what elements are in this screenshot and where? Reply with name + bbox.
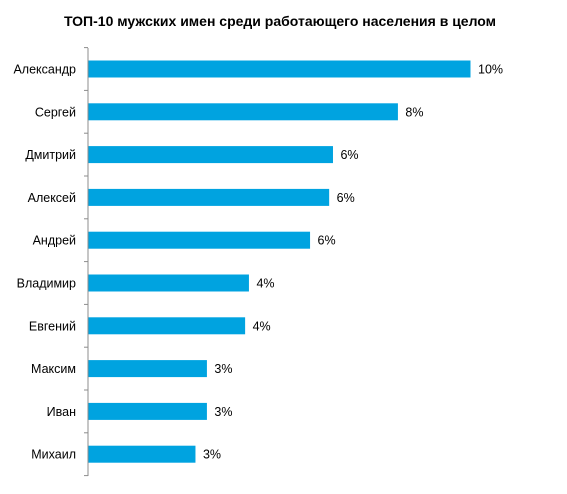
category-label: Максим	[31, 362, 76, 376]
value-label: 6%	[340, 148, 358, 162]
bar	[88, 402, 207, 420]
category-label: Александр	[13, 63, 76, 77]
bar	[88, 360, 207, 378]
value-label: 4%	[256, 277, 274, 291]
chart-title: ТОП-10 мужских имен среди работающего на…	[64, 13, 496, 29]
bar	[88, 60, 471, 78]
bars-group: Александр 10% Сергей 8% Дмитрий 6% Алексей 6% Ан…	[13, 47, 503, 477]
bar	[88, 146, 333, 164]
category-label: Владимир	[17, 277, 76, 291]
value-label: 3%	[203, 448, 221, 462]
value-label: 10%	[478, 63, 503, 77]
value-label: 6%	[318, 234, 336, 248]
bar	[88, 188, 330, 206]
category-label: Алексей	[28, 191, 76, 205]
value-label: 3%	[214, 405, 232, 419]
category-label: Михаил	[31, 448, 76, 462]
category-label: Сергей	[35, 105, 76, 119]
bar	[88, 317, 246, 335]
bar	[88, 274, 249, 292]
bar	[88, 445, 196, 463]
value-label: 4%	[253, 319, 271, 333]
value-label: 8%	[405, 105, 423, 119]
bar	[88, 231, 311, 249]
category-label: Андрей	[33, 234, 76, 248]
bar	[88, 103, 398, 121]
value-label: 6%	[337, 191, 355, 205]
category-label: Иван	[47, 405, 76, 419]
value-label: 3%	[214, 362, 232, 376]
category-label: Евгений	[29, 319, 76, 333]
category-label: Дмитрий	[25, 148, 76, 162]
